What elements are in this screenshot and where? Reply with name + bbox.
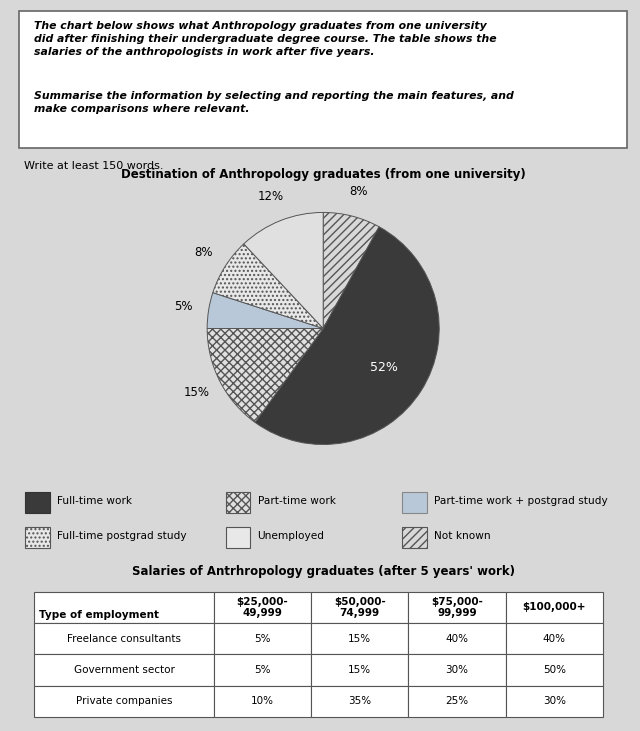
Text: Not known: Not known [434, 531, 490, 541]
Text: Government sector: Government sector [74, 665, 175, 675]
Text: 15%: 15% [348, 634, 371, 644]
Text: 30%: 30% [445, 665, 468, 675]
Bar [311, 654, 408, 686]
Text: $75,000-
99,999: $75,000- 99,999 [431, 596, 483, 618]
Text: Freelance consultants: Freelance consultants [67, 634, 181, 644]
Text: Full-time work: Full-time work [57, 496, 132, 506]
Text: Part-time work: Part-time work [257, 496, 335, 506]
Bar [226, 492, 250, 512]
Bar [506, 654, 603, 686]
Title: Destination of Anthropology graduates (from one university): Destination of Anthropology graduates (f… [121, 168, 525, 181]
Bar [311, 686, 408, 717]
Wedge shape [207, 328, 323, 423]
Wedge shape [244, 213, 323, 328]
Text: 15%: 15% [184, 386, 210, 399]
Bar [408, 623, 506, 654]
Bar [214, 592, 311, 623]
Bar [311, 623, 408, 654]
Bar [408, 654, 506, 686]
Text: $100,000+: $100,000+ [522, 602, 586, 613]
Text: Full-time postgrad study: Full-time postgrad study [57, 531, 186, 541]
Wedge shape [207, 292, 323, 328]
FancyBboxPatch shape [19, 11, 627, 148]
Bar [226, 527, 250, 548]
Text: Private companies: Private companies [76, 696, 172, 706]
Wedge shape [323, 213, 379, 328]
Bar [311, 592, 408, 623]
Text: Write at least 150 words.: Write at least 150 words. [24, 161, 164, 171]
Text: 5%: 5% [254, 634, 271, 644]
Text: 5%: 5% [174, 300, 193, 313]
Text: 25%: 25% [445, 696, 468, 706]
Bar [35, 592, 214, 623]
Bar [506, 686, 603, 717]
Text: Unemployed: Unemployed [257, 531, 324, 541]
Text: 8%: 8% [349, 185, 367, 198]
Text: Type of employment: Type of employment [39, 610, 159, 620]
Bar [26, 492, 50, 512]
Text: The chart below shows what Anthropology graduates from one university
did after : The chart below shows what Anthropology … [35, 20, 497, 57]
Text: 12%: 12% [258, 190, 284, 203]
Text: Salaries of Antrhropology graduates (after 5 years' work): Salaries of Antrhropology graduates (aft… [132, 564, 515, 577]
Bar [214, 654, 311, 686]
Text: Part-time work + postgrad study: Part-time work + postgrad study [434, 496, 607, 506]
Wedge shape [255, 227, 439, 444]
Bar [214, 686, 311, 717]
Text: $50,000-
74,999: $50,000- 74,999 [334, 596, 385, 618]
Bar [26, 527, 50, 548]
Bar [214, 623, 311, 654]
Bar [408, 686, 506, 717]
Bar [408, 592, 506, 623]
Text: 15%: 15% [348, 665, 371, 675]
Bar [35, 686, 214, 717]
Bar [403, 527, 427, 548]
Text: 35%: 35% [348, 696, 371, 706]
Text: 40%: 40% [543, 634, 566, 644]
Wedge shape [213, 244, 323, 328]
Text: 52%: 52% [370, 360, 398, 374]
Text: 5%: 5% [254, 665, 271, 675]
Text: 40%: 40% [445, 634, 468, 644]
Text: Summarise the information by selecting and reporting the main features, and
make: Summarise the information by selecting a… [35, 91, 514, 114]
Bar [403, 492, 427, 512]
Text: 10%: 10% [251, 696, 274, 706]
Bar [35, 654, 214, 686]
Text: 30%: 30% [543, 696, 566, 706]
Text: $25,000-
49,999: $25,000- 49,999 [237, 596, 288, 618]
Bar [506, 592, 603, 623]
Bar [35, 623, 214, 654]
Text: 8%: 8% [195, 246, 213, 259]
Bar [506, 623, 603, 654]
Text: 50%: 50% [543, 665, 566, 675]
